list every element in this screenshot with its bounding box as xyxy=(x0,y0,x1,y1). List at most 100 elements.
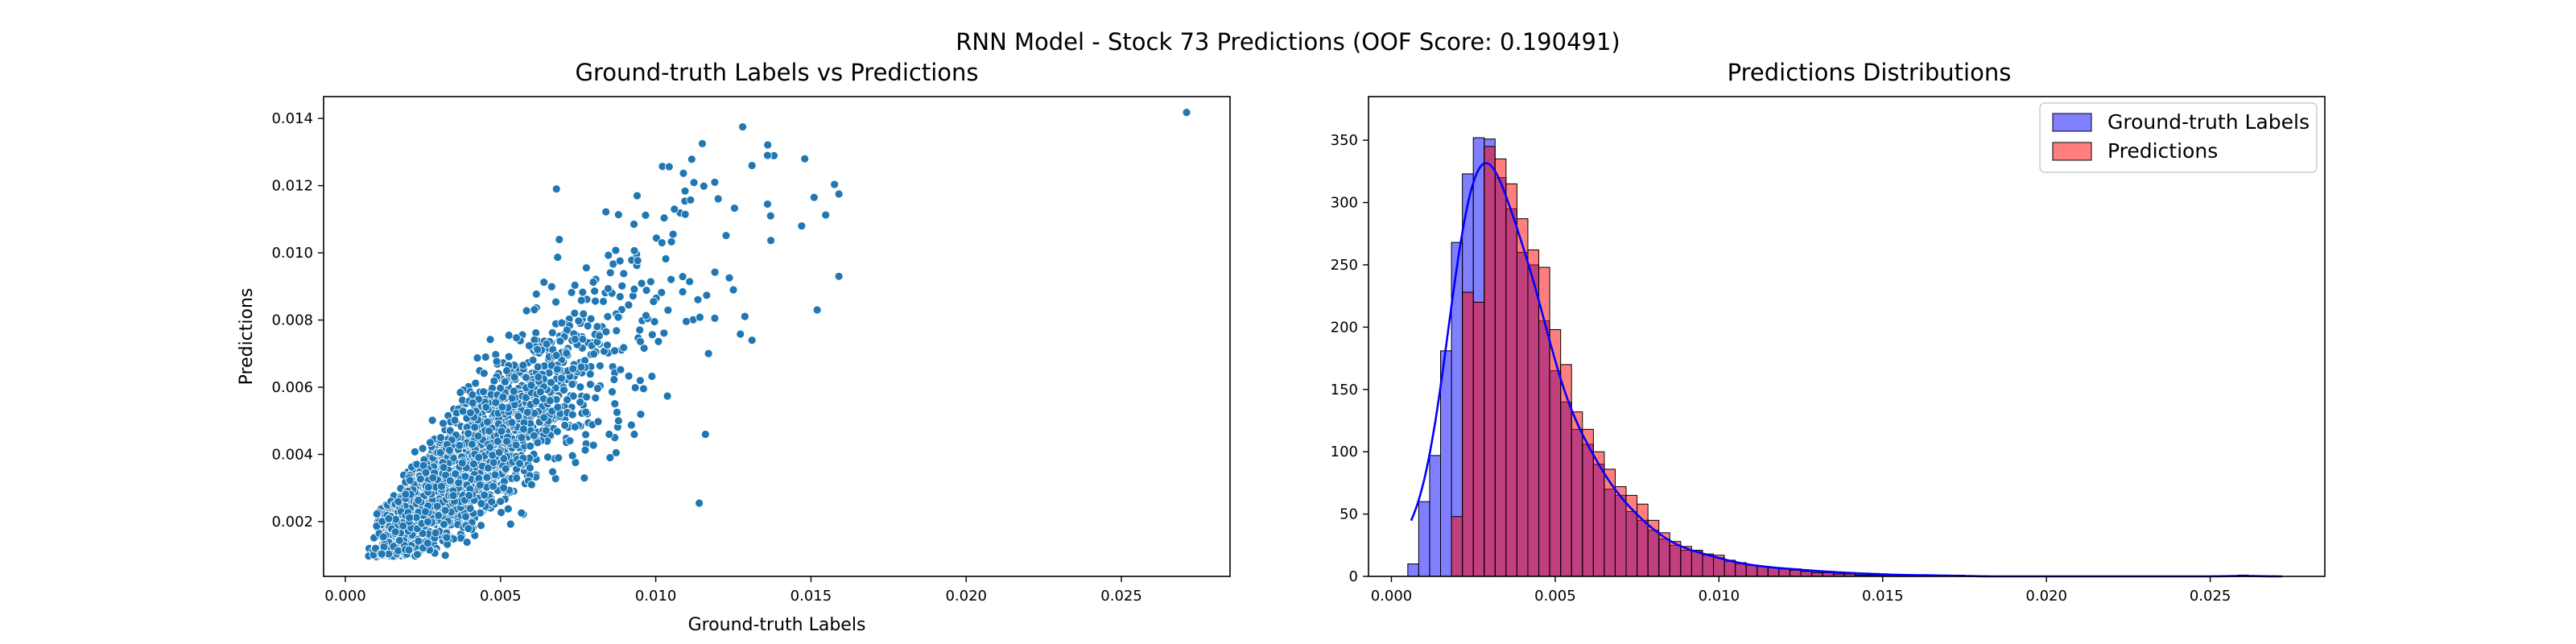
histogram-bar-predictions xyxy=(1538,266,1550,577)
scatter-point xyxy=(411,447,419,456)
histogram-bar-predictions xyxy=(1462,291,1474,577)
scatter-point xyxy=(485,443,495,452)
scatter-point xyxy=(667,237,676,246)
scatter-point xyxy=(522,373,530,382)
scatter-point xyxy=(448,491,458,501)
scatter-point xyxy=(766,211,775,221)
scatter-point xyxy=(487,497,497,506)
scatter-point xyxy=(646,277,655,287)
scatter-point xyxy=(501,464,510,473)
scatter-point xyxy=(763,200,772,208)
scatter-point xyxy=(456,388,465,397)
scatter-point xyxy=(432,502,442,511)
scatter-point xyxy=(398,521,408,530)
scatter-panel: Ground-truth Labels vs Predictions 0.000… xyxy=(237,59,1231,635)
scatter-point xyxy=(477,521,485,530)
scatter-point xyxy=(563,395,572,405)
scatter-point xyxy=(496,497,506,506)
scatter-point xyxy=(601,327,611,336)
scatter-point xyxy=(580,473,589,483)
scatter-point xyxy=(591,393,601,402)
scatter-point xyxy=(611,448,621,457)
scatter-point xyxy=(514,411,523,421)
scatter-point xyxy=(678,272,687,281)
scatter-point xyxy=(437,481,446,491)
scatter-point xyxy=(530,431,539,440)
scatter-point xyxy=(531,397,541,407)
histogram-bar-predictions xyxy=(1789,569,1802,577)
scatter-point xyxy=(542,339,551,349)
scatter-point xyxy=(699,181,708,191)
histogram-bar-predictions xyxy=(1778,568,1790,577)
scatter-point xyxy=(440,551,450,560)
scatter-point xyxy=(565,436,575,445)
scatter-point xyxy=(680,209,690,219)
scatter-point xyxy=(481,353,490,361)
scatter-point xyxy=(414,536,423,546)
scatter-point xyxy=(609,375,619,384)
scatter-point xyxy=(504,352,514,361)
scatter-y-tick-label: 0.008 xyxy=(271,312,313,329)
histogram-bar-ground-truth xyxy=(1407,564,1419,577)
scatter-x-tick-label: 0.005 xyxy=(480,588,522,605)
scatter-point xyxy=(702,291,712,300)
scatter-point xyxy=(525,463,535,473)
scatter-point xyxy=(560,420,570,430)
scatter-point xyxy=(510,373,519,382)
scatter-point xyxy=(624,300,634,310)
scatter-point xyxy=(481,402,491,412)
scatter-point xyxy=(664,162,674,171)
scatter-point xyxy=(464,429,473,438)
scatter-point xyxy=(670,204,679,214)
scatter-point xyxy=(585,380,595,389)
scatter-point xyxy=(613,416,623,426)
scatter-point xyxy=(445,426,455,436)
scatter-point xyxy=(686,196,696,204)
scatter-point xyxy=(468,398,477,407)
scatter-point xyxy=(531,328,541,337)
scatter-point xyxy=(680,186,690,196)
scatter-point xyxy=(445,476,455,485)
scatter-point xyxy=(503,504,513,514)
histogram-y-tick-label: 250 xyxy=(1331,257,1358,274)
histogram-axes-frame xyxy=(1368,96,2326,577)
legend-swatch-ground-truth xyxy=(2052,113,2092,132)
histogram-bar-ground-truth xyxy=(1418,501,1430,577)
scatter-point xyxy=(504,331,514,340)
scatter-point xyxy=(461,512,470,522)
scatter-point xyxy=(491,398,501,407)
scatter-point xyxy=(531,289,541,299)
scatter-point xyxy=(647,330,657,340)
scatter-point xyxy=(657,238,667,247)
scatter-point xyxy=(617,281,627,291)
legend-frame xyxy=(2039,102,2318,173)
scatter-point xyxy=(420,507,430,516)
scatter-point xyxy=(766,236,775,246)
scatter-point xyxy=(570,308,580,318)
scatter-point xyxy=(428,473,438,482)
histogram-legend: Ground-truth Labels Predictions xyxy=(2039,102,2318,173)
scatter-point xyxy=(522,306,531,316)
scatter-point xyxy=(641,211,650,220)
scatter-point xyxy=(747,161,757,170)
histogram-bar-predictions xyxy=(1484,146,1496,577)
scatter-point xyxy=(642,286,651,295)
histogram-x-tick-label: 0.015 xyxy=(1862,588,1904,605)
scatter-point xyxy=(579,309,588,319)
scatter-point xyxy=(469,459,478,469)
histogram-panel: Predictions Distributions 0.000 0.005 0.01… xyxy=(1331,59,2326,605)
scatter-y-tick-label: 0.004 xyxy=(271,446,313,463)
scatter-point xyxy=(524,341,534,350)
scatter-point xyxy=(687,155,696,164)
scatter-point xyxy=(479,369,489,378)
scatter-point xyxy=(603,341,612,350)
scatter-point xyxy=(580,445,590,455)
scatter-point xyxy=(526,480,536,489)
scatter-point xyxy=(454,478,464,488)
scatter-point xyxy=(547,282,556,291)
histogram-bar-predictions xyxy=(1767,567,1780,577)
scatter-point xyxy=(633,191,642,200)
scatter-point xyxy=(498,392,508,402)
scatter-point xyxy=(390,527,400,537)
scatter-point xyxy=(570,280,580,290)
